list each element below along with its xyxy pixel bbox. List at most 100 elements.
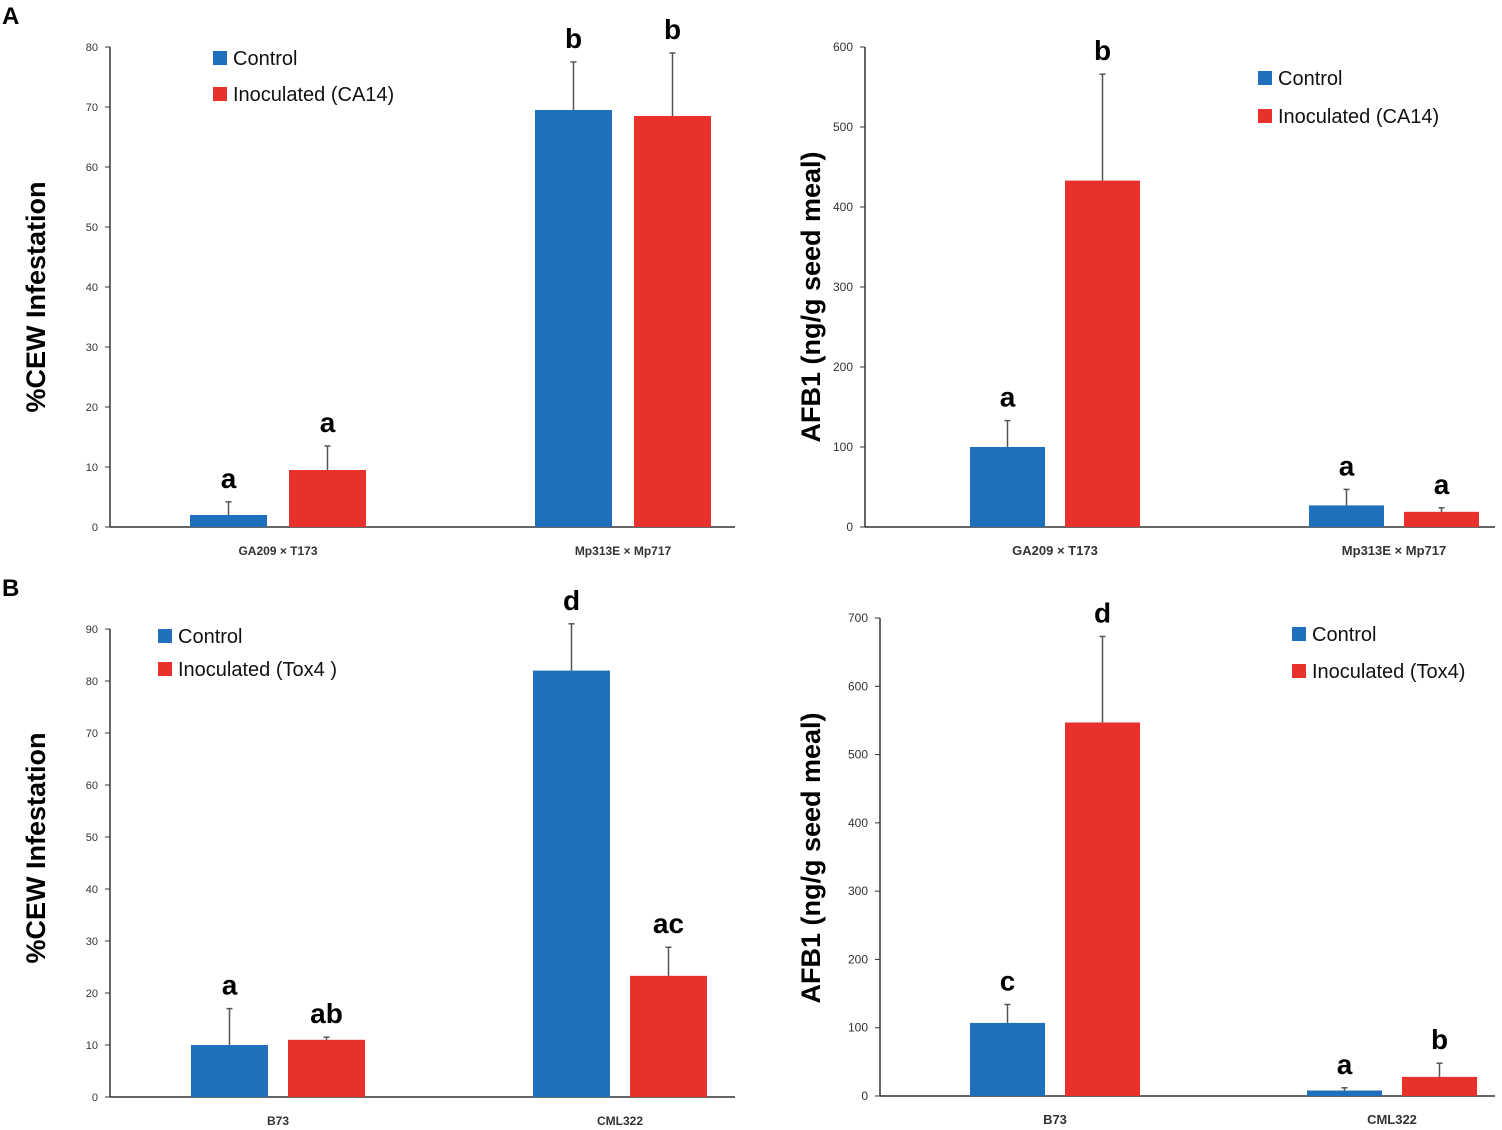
significance-letter: ac — [653, 908, 684, 939]
bar-control — [190, 515, 267, 527]
legend-label: Control — [233, 48, 297, 70]
y-tick-label: 10 — [86, 462, 98, 474]
category-label: B73 — [1043, 1112, 1067, 1127]
legend-label: Inoculated (CA14) — [233, 84, 394, 106]
legend-label: Control — [1278, 68, 1342, 90]
significance-letter: ab — [310, 998, 343, 1029]
bar-control — [970, 447, 1045, 527]
significance-letter: a — [1434, 469, 1450, 500]
legend-label: Inoculated (Tox4) — [1312, 661, 1465, 683]
y-tick-label: 500 — [848, 748, 868, 762]
significance-letter: c — [1000, 965, 1016, 996]
y-tick-label: 0 — [861, 1089, 868, 1103]
bar-inoculated — [1402, 1076, 1477, 1096]
y-tick-label: 0 — [92, 1092, 98, 1104]
category-label: CML322 — [1367, 1112, 1417, 1127]
y-tick-label: 200 — [833, 360, 853, 374]
y-tick-label: 20 — [86, 402, 98, 414]
significance-letter: a — [222, 970, 238, 1001]
panel-label-a: A — [2, 3, 19, 30]
chart-4: 0 100 200 300 400 500 600 700 AFB1 (ng/g seed me… — [796, 597, 1495, 1127]
y-tick-label: 400 — [833, 200, 853, 214]
legend-swatch — [158, 629, 172, 643]
significance-letter: d — [563, 585, 580, 616]
significance-letter: a — [221, 463, 237, 494]
category-label: GA209 × T173 — [238, 544, 317, 558]
y-tick-label: 0 — [92, 522, 98, 534]
category-label: GA209 × T173 — [1012, 543, 1098, 558]
y-tick-label: 200 — [848, 952, 868, 966]
legend-swatch — [158, 662, 172, 676]
bar-inoculated — [1065, 722, 1140, 1096]
bar-inoculated — [1404, 511, 1479, 527]
significance-letter: b — [1431, 1024, 1448, 1055]
legend-label: Inoculated (Tox4 ) — [178, 659, 337, 681]
bar-control — [535, 110, 612, 527]
y-axis-label: AFB1 (ng/g seed meal) — [796, 712, 826, 1003]
y-tick-label: 90 — [86, 624, 98, 636]
bar-control — [533, 670, 610, 1097]
y-tick-label: 30 — [86, 342, 98, 354]
legend-label: Control — [178, 626, 242, 648]
significance-letter: a — [1339, 450, 1355, 481]
y-tick-label: 20 — [86, 988, 98, 1000]
y-tick-label: 80 — [86, 676, 98, 688]
y-tick-label: 300 — [848, 884, 868, 898]
y-tick-label: 70 — [86, 728, 98, 740]
panel-label-b: B — [2, 575, 19, 602]
legend-label: Control — [1312, 624, 1376, 646]
chart-1: 0 10 20 30 40 50 60 70 80 %CEW Infestation GA209 ×… — [21, 14, 735, 558]
significance-letter: a — [1337, 1049, 1353, 1080]
y-axis-label: %CEW Infestation — [21, 181, 51, 412]
legend-swatch — [213, 87, 227, 101]
y-tick-label: 10 — [86, 1040, 98, 1052]
y-tick-label: 100 — [848, 1021, 868, 1035]
bar-inoculated — [1065, 180, 1140, 527]
y-tick-label: 50 — [86, 222, 98, 234]
y-tick-label: 700 — [848, 611, 868, 625]
y-tick-label: 30 — [86, 936, 98, 948]
y-tick-label: 50 — [86, 832, 98, 844]
significance-letter: b — [664, 14, 681, 45]
category-label: Mp313E × Mp717 — [575, 544, 672, 558]
y-tick-label: 100 — [833, 440, 853, 454]
significance-letter: b — [1094, 35, 1111, 66]
category-label: CML322 — [597, 1114, 643, 1128]
legend-swatch — [1292, 627, 1306, 641]
bar-inoculated — [630, 975, 707, 1097]
bar-inoculated — [288, 1039, 365, 1097]
y-tick-label: 70 — [86, 102, 98, 114]
significance-letter: d — [1094, 597, 1111, 628]
legend-swatch — [1292, 664, 1306, 678]
y-tick-label: 60 — [86, 780, 98, 792]
y-axis-label: %CEW Infestation — [21, 732, 51, 963]
bar-control — [191, 1045, 268, 1097]
y-tick-label: 500 — [833, 120, 853, 134]
legend-label: Inoculated (CA14) — [1278, 106, 1439, 128]
y-tick-label: 600 — [848, 679, 868, 693]
significance-letter: a — [320, 407, 336, 438]
charts-group: 0 10 20 30 40 50 60 70 80 %CEW Infestation GA209 ×… — [21, 14, 1495, 1128]
chart-2: 0 100 200 300 400 500 600 AFB1 (ng/g seed meal)… — [796, 35, 1495, 558]
significance-letter: a — [1000, 382, 1016, 413]
category-label: B73 — [267, 1114, 289, 1128]
legend-swatch — [213, 51, 227, 65]
legend-swatch — [1258, 109, 1272, 123]
bar-inoculated — [289, 470, 366, 527]
bar-control — [1309, 505, 1384, 527]
bar-control — [1307, 1090, 1382, 1096]
y-tick-label: 40 — [86, 282, 98, 294]
y-tick-label: 600 — [833, 40, 853, 54]
y-axis-label: AFB1 (ng/g seed meal) — [796, 151, 826, 442]
legend-swatch — [1258, 71, 1272, 85]
y-tick-label: 60 — [86, 162, 98, 174]
y-tick-label: 80 — [86, 42, 98, 54]
category-label: Mp313E × Mp717 — [1342, 543, 1446, 558]
bar-inoculated — [634, 116, 711, 527]
y-tick-label: 40 — [86, 884, 98, 896]
y-tick-label: 400 — [848, 816, 868, 830]
bar-control — [970, 1022, 1045, 1096]
chart-3: 0 10 20 30 40 50 60 70 80 90 %CEW Infestation B73 CM… — [21, 585, 735, 1128]
y-tick-label: 300 — [833, 280, 853, 294]
